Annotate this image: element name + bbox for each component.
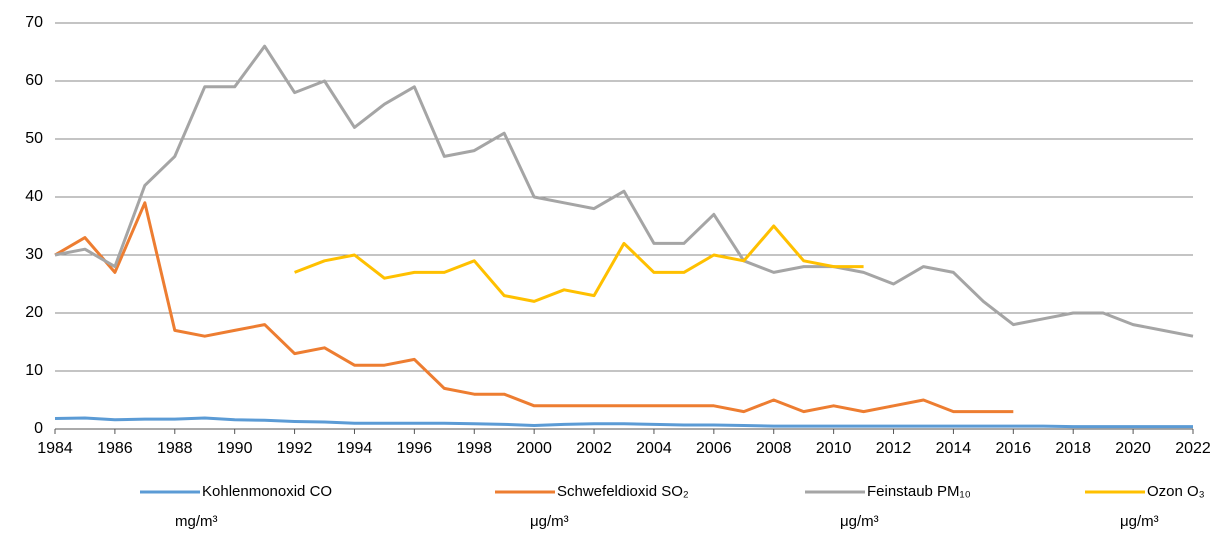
x-tick-label: 2018 <box>1055 440 1091 457</box>
x-tick-label: 2010 <box>816 440 852 457</box>
x-tick-label: 1990 <box>217 440 253 457</box>
x-tick-label: 2016 <box>996 440 1032 457</box>
series-line <box>54 44 1194 338</box>
y-tick-label: 10 <box>25 362 43 379</box>
x-tick-label: 1988 <box>157 440 193 457</box>
x-tick-label: 2004 <box>636 440 672 457</box>
x-tick-label: 1984 <box>37 440 73 457</box>
y-tick-label: 30 <box>25 246 43 263</box>
x-tick-label: 2008 <box>756 440 792 457</box>
y-tick-label: 60 <box>25 72 43 89</box>
legend-unit: mg/m³ <box>175 513 218 530</box>
legend-unit: μg/m³ <box>1120 513 1159 530</box>
x-tick-label: 1994 <box>337 440 373 457</box>
legend-label: Kohlenmonoxid CO <box>202 483 332 500</box>
x-tick-label: 2020 <box>1115 440 1151 457</box>
x-tick-label: 2022 <box>1175 440 1211 457</box>
x-tick-label: 1996 <box>397 440 433 457</box>
y-tick-label: 40 <box>25 188 43 205</box>
series-line <box>54 416 1193 429</box>
legend-label: Feinstaub PM₁₀ <box>867 483 971 500</box>
y-tick-label: 70 <box>25 14 43 31</box>
x-tick-label: 1998 <box>456 440 492 457</box>
x-tick-label: 2006 <box>696 440 732 457</box>
y-tick-label: 0 <box>34 420 43 437</box>
x-tick-label: 1986 <box>97 440 133 457</box>
legend-label: Ozon O₃ <box>1147 483 1205 500</box>
y-tick-label: 20 <box>25 304 43 321</box>
series-line <box>294 224 864 303</box>
x-tick-label: 1992 <box>277 440 313 457</box>
x-tick-label: 2000 <box>516 440 552 457</box>
legend-unit: μg/m³ <box>530 513 569 530</box>
x-tick-label: 2014 <box>936 440 972 457</box>
legend-unit: μg/m³ <box>840 513 879 530</box>
x-tick-label: 2012 <box>876 440 912 457</box>
x-tick-label: 2002 <box>576 440 612 457</box>
series-line <box>54 201 1014 414</box>
legend-label: Schwefeldioxid SO₂ <box>557 483 689 500</box>
y-tick-label: 50 <box>25 130 43 147</box>
